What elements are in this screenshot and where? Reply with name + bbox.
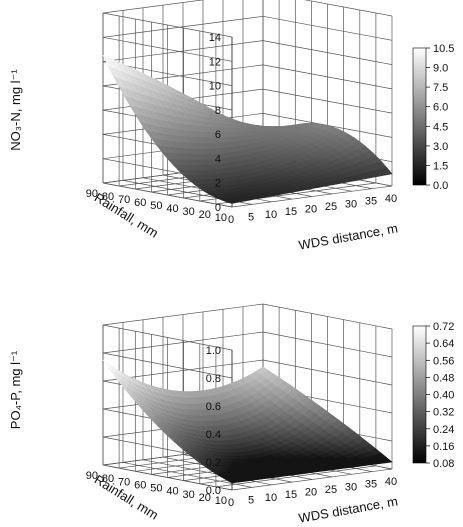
y-tick-label: 80 [102, 191, 114, 203]
colorbar-tick-label: 0.48 [433, 372, 454, 384]
x-tick-label: 25 [325, 201, 337, 213]
x-tick-label: 10 [265, 209, 277, 221]
colorbar-tick-label: 0.40 [433, 390, 454, 402]
z-tick-label: 12 [209, 56, 221, 68]
z-tick-label: 10 [209, 81, 221, 93]
colorbar-tick-label: 3.0 [433, 141, 448, 153]
po4-chart: 0.0 0.2 0.4 0.6 0.8 1.0 10 20 30 40 50 60 70 80 90 0 5… [8, 303, 454, 526]
x-tick-label: 0 [228, 214, 234, 226]
x-tick-label: 15 [285, 489, 297, 501]
surface [102, 359, 393, 484]
colorbar: 0.0 1.5 3.0 4.5 6.0 7.5 9.0 10.5 [412, 43, 454, 192]
colorbar-tick-label: 10.5 [433, 43, 454, 55]
x-tick-label: 10 [265, 492, 277, 504]
y-tick-label: 20 [199, 209, 211, 221]
colorbar-tick-label: 0.56 [433, 355, 454, 367]
surface-cell [379, 457, 393, 464]
colorbar-tick-label: 9.0 [433, 63, 448, 75]
z-axis-label: NO₃-N, mg l⁻¹ [8, 69, 23, 151]
x-ticks: 0 5 10 15 20 25 30 35 40 [228, 193, 397, 226]
z-tick-label: 4 [215, 153, 221, 165]
x-tick-label: 20 [305, 487, 317, 499]
x-tick-label: 30 [345, 198, 357, 210]
y-tick-label: 30 [183, 206, 195, 218]
surface [102, 54, 393, 204]
y-tick-label: 40 [166, 486, 178, 498]
colorbar-tick-label: 0.32 [433, 407, 454, 419]
colorbar-tick-label: 6.0 [433, 102, 448, 114]
y-ticks: 10 20 30 40 50 60 70 80 90 [86, 188, 227, 224]
colorbar-tick-label: 0.64 [433, 338, 454, 350]
x-ticks: 0 5 10 15 20 25 30 35 40 [228, 476, 397, 509]
colorbar: 0.08 0.16 0.24 0.32 0.40 0.48 0.56 0.64 0.72 [412, 321, 454, 470]
z-tick-label: 0 [215, 202, 221, 214]
y-tick-label: 60 [134, 197, 146, 209]
x-tick-label: 40 [385, 476, 397, 488]
y-tick-label: 60 [134, 479, 146, 491]
colorbar-ticks: 0.0 1.5 3.0 4.5 6.0 7.5 9.0 10.5 [426, 43, 454, 192]
y-tick-label: 30 [183, 489, 195, 501]
y-tick-label: 70 [118, 194, 130, 206]
x-tick-label: 5 [248, 211, 254, 223]
z-tick-label: 0.2 [206, 457, 221, 469]
y-ticks: 10 20 30 40 50 60 70 80 90 [86, 470, 227, 507]
no3-chart: 0 2 4 6 8 10 12 14 10 20 30 40 50 60 70 80 90 0 5 10 15 20 2… [8, 0, 454, 253]
surface-cell [379, 167, 393, 176]
z-tick-label: 8 [215, 105, 221, 117]
x-tick-label: 0 [228, 497, 234, 509]
x-tick-label: 5 [248, 494, 254, 506]
colorbar-tick-label: 7.5 [433, 82, 448, 94]
y-tick-label: 10 [215, 212, 227, 224]
y-tick-label: 90 [86, 470, 98, 482]
z-tick-label: 0.0 [206, 485, 221, 497]
colorbar-tick-label: 0.0 [433, 180, 448, 192]
y-tick-label: 50 [150, 483, 162, 495]
colorbar-tick-label: 0.72 [433, 321, 454, 333]
z-ticks: 0.0 0.2 0.4 0.6 0.8 1.0 [206, 345, 221, 497]
x-tick-label: 20 [305, 204, 317, 216]
x-axis-label: WDS distance, m [297, 220, 399, 252]
colorbar-tick-label: 0.16 [433, 441, 454, 453]
colorbar-tick-label: 0.08 [433, 458, 454, 470]
y-tick-label: 90 [86, 188, 98, 200]
x-tick-label: 30 [345, 481, 357, 493]
x-tick-label: 35 [365, 479, 377, 491]
z-tick-label: 6 [215, 129, 221, 141]
z-ticks: 0 2 4 6 8 10 12 14 [209, 32, 221, 214]
z-axis-label: PO₄-P, mg l⁻¹ [8, 350, 23, 429]
y-tick-label: 20 [199, 492, 211, 504]
colorbar-gradient [412, 325, 427, 464]
colorbar-ticks: 0.08 0.16 0.24 0.32 0.40 0.48 0.56 0.64 0.72 [426, 321, 454, 470]
z-tick-label: 14 [209, 32, 221, 44]
y-tick-label: 50 [150, 200, 162, 212]
y-tick-label: 40 [166, 203, 178, 215]
colorbar-tick-label: 4.5 [433, 121, 448, 133]
x-tick-label: 15 [285, 206, 297, 218]
surface-cell [102, 359, 116, 373]
colorbar-gradient [412, 47, 427, 186]
colorbar-tick-label: 1.5 [433, 160, 448, 172]
z-tick-label: 0.4 [206, 429, 221, 441]
z-tick-label: 0.6 [206, 401, 221, 413]
x-tick-label: 40 [385, 193, 397, 205]
y-tick-label: 70 [118, 476, 130, 488]
y-tick-label: 80 [102, 473, 114, 485]
x-tick-label: 25 [325, 484, 337, 496]
z-tick-label: 0.8 [206, 373, 221, 385]
z-tick-label: 2 [215, 178, 221, 190]
y-tick-label: 10 [215, 495, 227, 507]
colorbar-tick-label: 0.24 [433, 424, 454, 436]
x-tick-label: 35 [365, 196, 377, 208]
z-tick-label: 1.0 [206, 345, 221, 357]
